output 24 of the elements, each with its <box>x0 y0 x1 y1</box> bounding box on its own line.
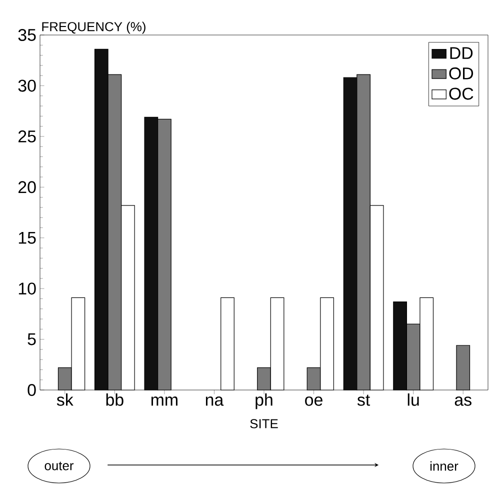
y-tick-label: 30 <box>18 80 36 92</box>
legend-label: DD <box>450 47 473 59</box>
x-tick-label: bb <box>106 393 124 406</box>
x-tick-label: na <box>206 396 224 406</box>
x-tick-label: st <box>357 394 370 406</box>
text: inner <box>430 461 458 471</box>
y-tick-label: 20 <box>18 181 36 194</box>
x-tick-label: sk <box>56 393 74 406</box>
x-axis-title: SITE <box>250 419 278 428</box>
x-tick-label: lu <box>408 393 419 406</box>
y-tick-label: 15 <box>18 232 36 244</box>
y-tick-label: 10 <box>18 282 36 295</box>
text: outer <box>44 462 74 470</box>
y-tick-label: 5 <box>28 333 36 346</box>
legend-label: OC <box>449 88 474 100</box>
x-tick-label: ph <box>256 393 272 410</box>
legend-label: OD <box>449 67 474 80</box>
y-tick-label: 0 <box>28 384 36 396</box>
y-tick-label: 25 <box>18 130 36 142</box>
x-tick-label: mm <box>151 396 178 406</box>
x-tick-label: oe <box>305 396 322 406</box>
y-axis-title: FREQUENCY (%) <box>42 22 146 34</box>
x-tick-label: as <box>454 396 472 406</box>
y-tick-label: 35 <box>18 29 36 41</box>
